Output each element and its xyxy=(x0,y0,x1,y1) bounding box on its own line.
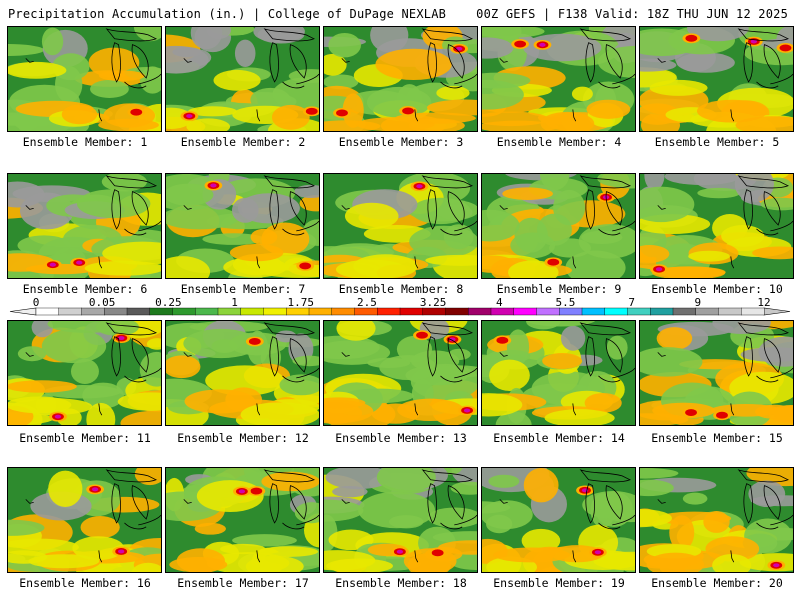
ensemble-map-11 xyxy=(7,320,162,426)
ensemble-member-label: Ensemble Member: 2 xyxy=(180,135,306,149)
ensemble-map-18 xyxy=(323,467,478,573)
colorbar-segment xyxy=(195,307,219,316)
ensemble-member-label: Ensemble Member: 3 xyxy=(338,135,464,149)
ensemble-map-12 xyxy=(165,320,320,426)
ensemble-map-14 xyxy=(481,320,636,426)
ensemble-member-label: Ensemble Member: 13 xyxy=(335,431,467,445)
ensemble-member-label: Ensemble Member: 17 xyxy=(177,576,309,590)
ensemble-map-5 xyxy=(639,26,794,132)
colorbar-segment xyxy=(81,307,105,316)
colorbar-segment xyxy=(149,307,173,316)
colorbar-segment xyxy=(445,307,469,316)
ensemble-map-1 xyxy=(7,26,162,132)
ensemble-member-label: Ensemble Member: 11 xyxy=(19,431,151,445)
colorbar-segment xyxy=(308,307,333,316)
ensemble-map-4 xyxy=(481,26,636,132)
ensemble-member-label: Ensemble Member: 8 xyxy=(338,282,464,296)
colorbar-segment xyxy=(672,307,697,316)
ensemble-member-label: Ensemble Member: 19 xyxy=(493,576,625,590)
colorbar-tick-label: 12 xyxy=(757,296,770,309)
colorbar-segment xyxy=(240,307,264,316)
ensemble-member-label: Ensemble Member: 9 xyxy=(496,282,622,296)
ensemble-map-16 xyxy=(7,467,162,573)
colorbar-segment xyxy=(468,307,492,316)
precipitation-colorbar: 0 0.05 0.25 1 1.75 2.5 3.25 4 5.5 7 9 12 xyxy=(9,296,791,316)
colorbar-tick-label: 1.75 xyxy=(287,296,314,309)
colorbar-tick-label: 7 xyxy=(628,296,635,309)
ensemble-member-label: Ensemble Member: 10 xyxy=(651,282,783,296)
colorbar-segment xyxy=(581,307,606,316)
colorbar-segment xyxy=(513,307,537,316)
colorbar-tick-label: 4 xyxy=(496,296,503,309)
colorbar-segment xyxy=(695,307,719,316)
colorbar-segment xyxy=(536,307,560,316)
colorbar-segment xyxy=(741,307,765,316)
colorbar-tick-label: 0.05 xyxy=(89,296,116,309)
colorbar-segment xyxy=(604,307,628,316)
colorbar-segment xyxy=(104,307,128,316)
colorbar-tick-label: 2.5 xyxy=(357,296,377,309)
colorbar-segment xyxy=(286,307,310,316)
colorbar-segment xyxy=(650,307,674,316)
colorbar-segment xyxy=(399,307,424,316)
colorbar-segment xyxy=(126,307,151,316)
colorbar-tick-label: 3.25 xyxy=(420,296,447,309)
colorbar-tick-label: 1 xyxy=(231,296,238,309)
colorbar-segment xyxy=(377,307,401,316)
colorbar-segment xyxy=(58,307,82,316)
ensemble-map-20 xyxy=(639,467,794,573)
ensemble-map-19 xyxy=(481,467,636,573)
ensemble-member-label: Ensemble Member: 7 xyxy=(180,282,306,296)
colorbar-tick-label: 0.25 xyxy=(155,296,182,309)
colorbar-segment xyxy=(331,307,355,316)
ensemble-map-9 xyxy=(481,173,636,279)
ensemble-member-label: Ensemble Member: 12 xyxy=(177,431,309,445)
ensemble-map-3 xyxy=(323,26,478,132)
colorbar-tick-label: 5.5 xyxy=(556,296,576,309)
ensemble-map-2 xyxy=(165,26,320,132)
colorbar-tick-label: 9 xyxy=(695,296,702,309)
colorbar-segment xyxy=(718,307,742,316)
ensemble-member-label: Ensemble Member: 20 xyxy=(651,576,783,590)
ensemble-map-7 xyxy=(165,173,320,279)
ensemble-member-label: Ensemble Member: 5 xyxy=(654,135,780,149)
colorbar-tick-label: 0 xyxy=(33,296,40,309)
colorbar-segment xyxy=(559,307,583,316)
ensemble-member-label: Ensemble Member: 16 xyxy=(19,576,151,590)
colorbar-max-arrow xyxy=(763,307,791,316)
ensemble-member-label: Ensemble Member: 14 xyxy=(493,431,625,445)
ensemble-map-10 xyxy=(639,173,794,279)
colorbar-segment xyxy=(217,307,242,316)
ensemble-map-15 xyxy=(639,320,794,426)
colorbar-segment xyxy=(627,307,651,316)
colorbar-segment xyxy=(490,307,515,316)
ensemble-member-label: Ensemble Member: 4 xyxy=(496,135,622,149)
map-title: Precipitation Accumulation (in.) | Colle… xyxy=(8,7,447,21)
ensemble-member-label: Ensemble Member: 1 xyxy=(22,135,148,149)
ensemble-member-label: Ensemble Member: 18 xyxy=(335,576,467,590)
ensemble-map-8 xyxy=(323,173,478,279)
colorbar-segment xyxy=(35,307,60,316)
ensemble-map-6 xyxy=(7,173,162,279)
colorbar-segment xyxy=(354,307,378,316)
ensemble-member-label: Ensemble Member: 6 xyxy=(22,282,148,296)
model-run-info: 00Z GEFS | F138 Valid: 18Z THU JUN 12 20… xyxy=(476,7,788,21)
ensemble-map-13 xyxy=(323,320,478,426)
colorbar-segment xyxy=(422,307,446,316)
ensemble-member-label: Ensemble Member: 15 xyxy=(651,431,783,445)
colorbar-segment xyxy=(263,307,287,316)
ensemble-map-17 xyxy=(165,467,320,573)
colorbar-min-arrow xyxy=(9,307,37,316)
colorbar-segment xyxy=(172,307,196,316)
